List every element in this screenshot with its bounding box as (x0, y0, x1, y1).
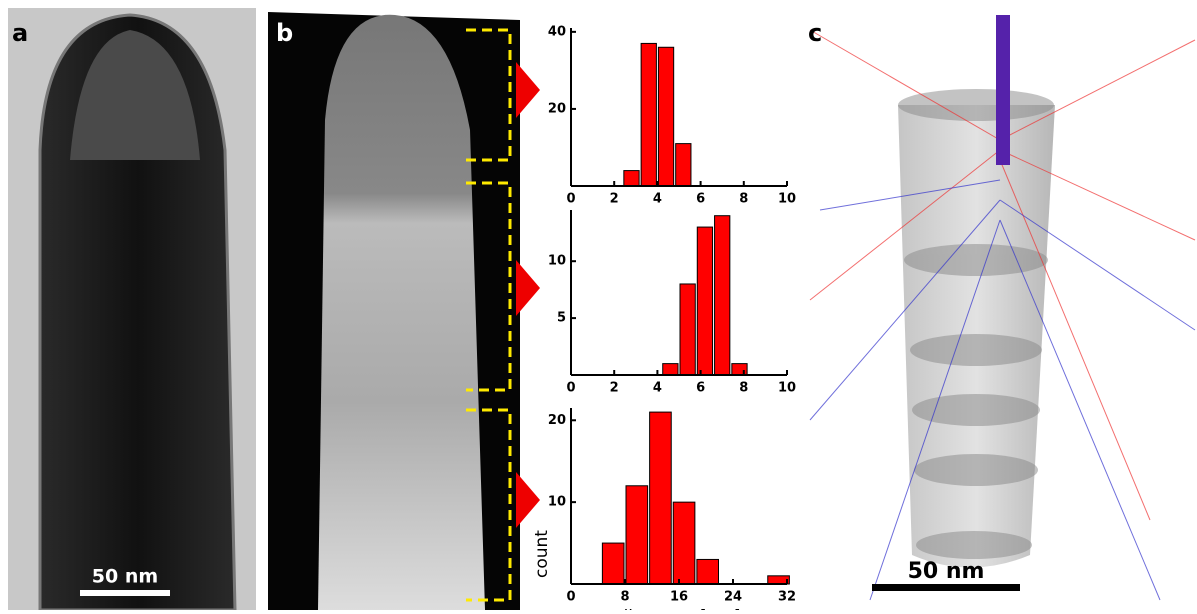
bar (602, 543, 624, 584)
x-tick-label: 2 (610, 192, 619, 207)
bar (715, 216, 730, 375)
x-tick-label: 32 (778, 590, 796, 605)
x-tick-label: 6 (696, 192, 705, 207)
x-tick-label: 8 (739, 381, 748, 396)
bar (658, 47, 673, 186)
y-tick-label: 5 (557, 311, 566, 326)
x-tick-label: 24 (724, 590, 742, 605)
x-tick-label: 0 (566, 381, 575, 396)
bar (697, 559, 719, 584)
x-tick-label: 2 (610, 381, 619, 396)
x-tick-label: 6 (696, 381, 705, 396)
bar (663, 364, 678, 375)
scale-bar-label: 50 nm (92, 566, 158, 588)
x-tick-label: 10 (778, 192, 796, 207)
bar (650, 412, 672, 584)
bar (626, 486, 648, 584)
simulation-image (805, 8, 1195, 608)
panel-label: c (808, 19, 822, 47)
y-tick-label: 10 (548, 254, 566, 269)
tem-image (8, 8, 256, 610)
x-tick-label: 10 (778, 381, 796, 396)
panel-label: b (276, 19, 293, 47)
x-tick-label: 0 (566, 192, 575, 207)
y-tick-label: 10 (548, 495, 566, 510)
x-tick-label: 0 (566, 590, 575, 605)
panel-label: a (12, 19, 28, 47)
bar (732, 364, 747, 375)
y-axis-label: count (532, 530, 552, 578)
scale-bar-label: 50 nm (908, 559, 985, 584)
y-tick-label: 40 (548, 24, 566, 39)
x-tick-label: 4 (653, 192, 662, 207)
x-tick-label: 8 (620, 590, 629, 605)
bar (641, 43, 656, 186)
bar (673, 502, 695, 584)
stem-image (268, 12, 540, 610)
y-tick-label: 20 (548, 101, 566, 116)
bar (697, 227, 712, 375)
bar (676, 144, 691, 186)
figure: a b c 50 nm 50 nm 0246810204002468105100… (0, 0, 1197, 610)
x-tick-label: 16 (670, 590, 688, 605)
y-tick-label: 20 (548, 413, 566, 428)
bar (680, 284, 695, 375)
x-tick-label: 8 (739, 192, 748, 207)
x-tick-label: 4 (653, 381, 662, 396)
bar (624, 171, 639, 186)
